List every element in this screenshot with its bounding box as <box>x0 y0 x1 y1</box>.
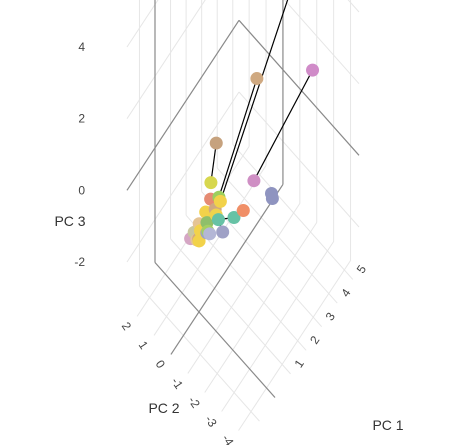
link-line <box>218 78 258 198</box>
wall-grid-line <box>126 0 159 48</box>
y-tick-label: -4 <box>219 432 237 445</box>
data-point <box>227 210 241 224</box>
y-axis-label: PC 2 <box>148 400 179 416</box>
wall-grid-line <box>126 0 206 119</box>
y-tick-label: 2 <box>119 319 135 333</box>
wall-grid-line <box>283 0 360 84</box>
z-tick-label: 4 <box>78 40 85 54</box>
wall-grid-line <box>238 91 360 228</box>
floor-grid-line <box>139 285 260 422</box>
x-tick-label: 4 <box>338 286 354 300</box>
point-layer <box>184 63 320 248</box>
floor-grid-line <box>187 203 301 374</box>
link-line <box>210 142 217 183</box>
data-point <box>265 192 279 206</box>
x-tick-label: 2 <box>307 333 323 347</box>
y-tick-label: 0 <box>153 358 169 372</box>
y-tick-label: 1 <box>136 338 152 352</box>
data-point <box>306 63 320 77</box>
wall-grid-line <box>126 91 240 263</box>
link-line <box>219 0 289 202</box>
data-point <box>213 194 227 208</box>
floor-grid-line <box>238 260 351 431</box>
data-point <box>204 176 218 190</box>
floor-grid-line <box>221 241 335 412</box>
x-axis-label: PC 1 <box>372 417 403 433</box>
floor-grid-line <box>153 165 267 336</box>
link-line <box>253 69 314 181</box>
zero-line <box>154 262 276 398</box>
z-tick-label: 2 <box>78 112 85 126</box>
zero-line <box>126 20 240 191</box>
zero-line <box>170 184 284 355</box>
data-point <box>236 203 250 217</box>
data-point <box>203 227 217 241</box>
zero-line <box>238 19 360 156</box>
grid-layer <box>126 0 360 431</box>
data-point <box>209 136 223 150</box>
y-tick-label: -1 <box>168 375 186 392</box>
z-axis-label: PC 3 <box>54 213 85 229</box>
data-point <box>211 213 225 227</box>
x-tick-label: 3 <box>323 309 339 323</box>
y-tick-label: -3 <box>202 413 220 430</box>
data-point <box>247 174 261 188</box>
y-tick-label: -2 <box>185 394 203 411</box>
floor-grid-line <box>170 238 291 375</box>
data-point <box>250 72 264 86</box>
z-tick-label: -2 <box>74 255 85 269</box>
floor-grid-line <box>232 144 354 280</box>
data-point <box>216 225 230 239</box>
floor-grid-line <box>216 167 338 304</box>
wall-grid-line <box>347 0 360 13</box>
z-tick-label: 0 <box>78 183 85 197</box>
floor-grid-line <box>204 222 318 393</box>
x-tick-label: 1 <box>292 357 308 371</box>
x-tick-label: 5 <box>354 262 370 276</box>
